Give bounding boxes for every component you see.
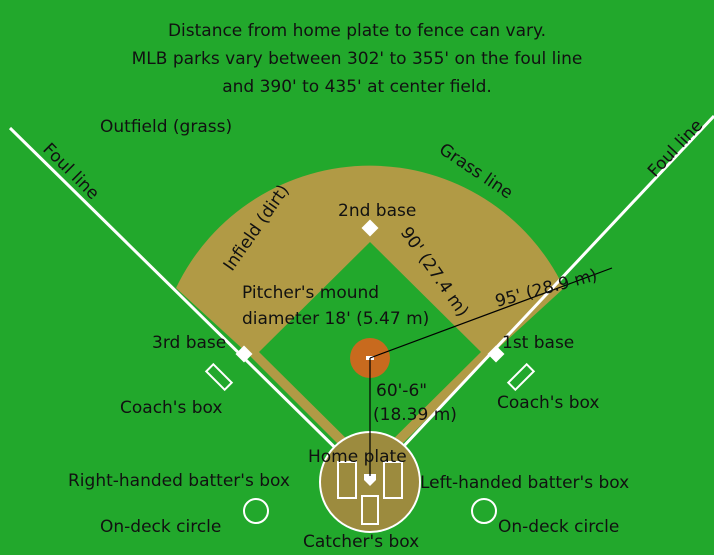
mound-to-base-line (369, 267, 613, 359)
on-deck-circle-left (243, 498, 269, 524)
coach-box-left (204, 362, 234, 392)
label: On-deck circle (498, 517, 619, 537)
second-base (361, 219, 379, 237)
label: Coach's box (120, 398, 222, 418)
label: Coach's box (497, 393, 599, 413)
home-plate (364, 474, 376, 486)
label: Pitcher's mound (242, 283, 379, 303)
label: Home plate (308, 447, 407, 467)
title-line: MLB parks vary between 302' to 355' on t… (132, 49, 583, 69)
label: Left-handed batter's box (420, 473, 629, 493)
label: Outfield (grass) (100, 117, 232, 137)
foul-line-left (8, 126, 372, 484)
first-base (487, 345, 505, 363)
label: 60'-6" (376, 381, 427, 401)
label: (18.39 m) (373, 405, 457, 425)
batter-box-left (383, 461, 403, 499)
label: diameter 18' (5.47 m) (242, 309, 429, 329)
catcher-box (361, 495, 379, 525)
label: 3rd base (152, 333, 226, 353)
foul-line-right (368, 114, 714, 484)
label: On-deck circle (100, 517, 221, 537)
label: 1st base (502, 333, 574, 353)
title-line: Distance from home plate to fence can va… (168, 21, 546, 41)
coach-box-right (506, 362, 536, 392)
third-base (235, 345, 253, 363)
label: Right-handed batter's box (68, 471, 290, 491)
on-deck-circle-right (471, 498, 497, 524)
batter-box-right (337, 461, 357, 499)
label: Catcher's box (303, 532, 419, 552)
label: 2nd base (338, 201, 416, 221)
title-line: and 390' to 435' at center field. (222, 77, 492, 97)
